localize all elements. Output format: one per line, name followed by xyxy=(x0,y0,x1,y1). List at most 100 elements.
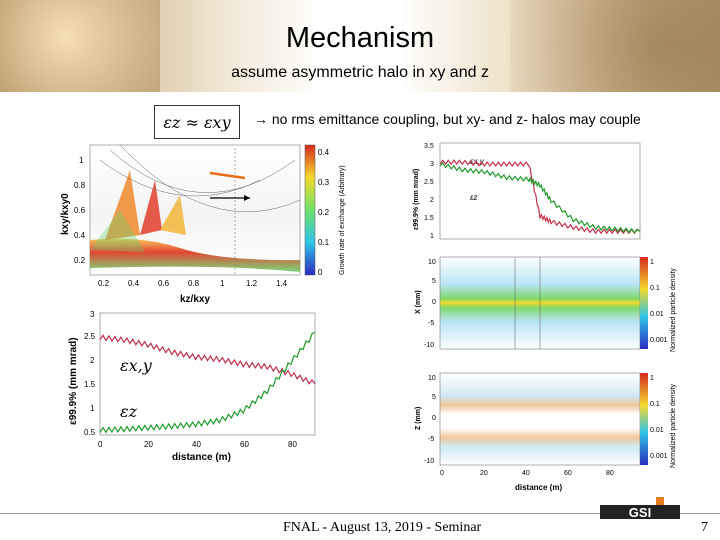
plot-frame xyxy=(99,312,316,436)
page-number: 7 xyxy=(701,520,708,535)
slide-subtitle: assume asymmetric halo in xy and z xyxy=(231,64,489,81)
y-axis-label: Z (mm) xyxy=(415,407,422,430)
cb-tick-label: 0.01 xyxy=(650,311,664,318)
resonance-halo xyxy=(90,210,145,252)
right-emittance-chart-svg: 1 1.5 2 2.5 3 3.5 εx,y εz ε99.9% (mm mra… xyxy=(413,142,641,240)
logo-text: GSI xyxy=(629,505,651,520)
y-tick-label: 2 xyxy=(430,197,434,204)
cb-tick-label: 0.3 xyxy=(318,178,330,187)
y-tick-label: 1 xyxy=(79,156,84,165)
y-tick-label: 1.5 xyxy=(424,215,434,222)
cb-tick-label: 1 xyxy=(650,375,654,382)
x-tick-label: 0.4 xyxy=(128,279,140,288)
y-tick-label: 3.5 xyxy=(424,143,434,150)
x-tick-label: 60 xyxy=(240,440,249,449)
cb-tick-label: 0.1 xyxy=(650,285,660,292)
x-tick-label: 1.4 xyxy=(276,279,288,288)
y-tick-label: -10 xyxy=(424,458,434,465)
emittance-chart-svg: 0 20 40 60 80 0.5 1 1.5 2 2.5 3 εx,y εz … xyxy=(68,310,316,463)
y-tick-label: 0.6 xyxy=(74,206,86,215)
x-tick-label: 0.6 xyxy=(158,279,170,288)
x-tick-label: 1 xyxy=(220,279,225,288)
x-density-chart-svg: -10 -5 0 5 10 1 0.1 0.01 0.001 X (mm) No… xyxy=(415,256,677,352)
x-tick-label: 80 xyxy=(288,440,297,449)
y-tick-label: 0.2 xyxy=(74,256,86,265)
z-density-chart-svg: -10 -5 0 5 10 0 20 40 60 80 1 0.1 0.01 0… xyxy=(415,372,677,492)
colorbar-label: Normalized particle density xyxy=(670,383,677,468)
cb-tick-label: 0.1 xyxy=(318,238,330,247)
x-tick-label: 0 xyxy=(98,440,103,449)
arrow-icon: → xyxy=(254,111,268,127)
note-body: no rms emittance coupling, but xy- and z… xyxy=(271,111,641,127)
cb-tick-label: 0.4 xyxy=(318,148,330,157)
y-axis-label: ε99.9% (mm mrad) xyxy=(413,169,420,230)
cb-tick-label: 1 xyxy=(650,259,654,266)
footer-text: FNAL - August 13, 2019 - Seminar xyxy=(283,520,482,535)
trajectory-marker xyxy=(209,171,246,180)
right-emittance-chart: 1 1.5 2 2.5 3 3.5 εx,y εz ε99.9% (mm mra… xyxy=(410,138,660,248)
series-label-z: εz xyxy=(120,402,138,421)
emittance-chart: 0 20 40 60 80 0.5 1 1.5 2 2.5 3 εx,y εz … xyxy=(60,305,330,465)
banner-decoration-left xyxy=(0,0,160,92)
resonance-peak-2 xyxy=(140,180,162,235)
contour-line xyxy=(109,149,296,193)
resonance-peak-3 xyxy=(160,195,186,235)
series-line-1 xyxy=(99,331,316,434)
y-tick-label: -5 xyxy=(428,320,434,327)
stability-chart-svg: 0.2 0.4 0.6 0.8 1 1.2 1.4 0.2 0.4 0.6 0.… xyxy=(60,144,346,305)
density-map xyxy=(439,372,641,466)
series-label-xy: εx,y xyxy=(470,157,485,166)
y-axis-label: X (mm) xyxy=(415,290,422,314)
x-tick-label: 80 xyxy=(606,470,614,477)
x-tick-label: 20 xyxy=(144,440,153,449)
x-tick-label: 60 xyxy=(564,470,572,477)
equation-box: εz ≈ εxy xyxy=(154,105,240,139)
resonance-peak-1 xyxy=(105,170,140,240)
x-tick-label: 40 xyxy=(522,470,530,477)
y-tick-label: 10 xyxy=(428,259,436,266)
x-tick-label: 40 xyxy=(192,440,201,449)
cb-tick-label: 0.1 xyxy=(650,401,660,408)
y-tick-label: -5 xyxy=(428,436,434,443)
cb-tick-label: 0.001 xyxy=(650,453,668,460)
series-label-xy: εx,y xyxy=(120,356,153,375)
series-label-z: εz xyxy=(470,193,478,202)
colorbar xyxy=(640,257,648,349)
cb-tick-label: 0.001 xyxy=(650,337,668,344)
x-axis-label: distance (m) xyxy=(515,483,562,492)
z-density-chart: -10 -5 0 5 10 0 20 40 60 80 1 0.1 0.01 0… xyxy=(410,368,680,496)
resonance-band xyxy=(90,238,300,272)
x-tick-label: 1.2 xyxy=(246,279,258,288)
y-tick-label: 0 xyxy=(432,415,436,422)
footer-divider xyxy=(0,513,720,514)
y-tick-label: 1.5 xyxy=(84,380,96,389)
slide-title: Mechanism xyxy=(285,22,435,54)
y-tick-label: 3 xyxy=(90,310,95,319)
cb-tick-label: 0 xyxy=(318,268,323,277)
colorbar-label: Normalized particle density xyxy=(670,267,677,352)
y-tick-label: 1 xyxy=(90,404,95,413)
series-line-1 xyxy=(439,161,641,234)
colorbar xyxy=(640,373,648,465)
y-axis-label: ε99.9% (mm mrad) xyxy=(68,337,79,425)
y-axis-label: kxy/kxy0 xyxy=(60,193,71,235)
banner-decoration-right xyxy=(510,0,720,92)
y-tick-label: 5 xyxy=(432,278,436,285)
y-tick-label: 5 xyxy=(432,394,436,401)
series-line-0 xyxy=(99,334,316,385)
cb-tick-label: 0.01 xyxy=(650,427,664,434)
gsi-logo: GSI xyxy=(600,497,680,520)
y-tick-label: 1 xyxy=(430,233,434,240)
x-tick-label: 0 xyxy=(440,470,444,477)
y-tick-label: 0.4 xyxy=(74,231,86,240)
y-tick-label: 2 xyxy=(90,356,95,365)
x-axis-label: kz/kxy xyxy=(180,294,210,305)
x-axis-label: distance (m) xyxy=(172,452,231,463)
x-tick-label: 0.2 xyxy=(98,279,110,288)
series-line-0 xyxy=(439,159,641,235)
stability-chart: 0.2 0.4 0.6 0.8 1 1.2 1.4 0.2 0.4 0.6 0.… xyxy=(60,140,350,310)
cb-tick-label: 0.2 xyxy=(318,208,330,217)
contour-line xyxy=(119,144,301,212)
colorbar-label: Growth rate of exchange (Arbitrary) xyxy=(339,165,346,275)
y-tick-label: 0.5 xyxy=(84,428,96,437)
